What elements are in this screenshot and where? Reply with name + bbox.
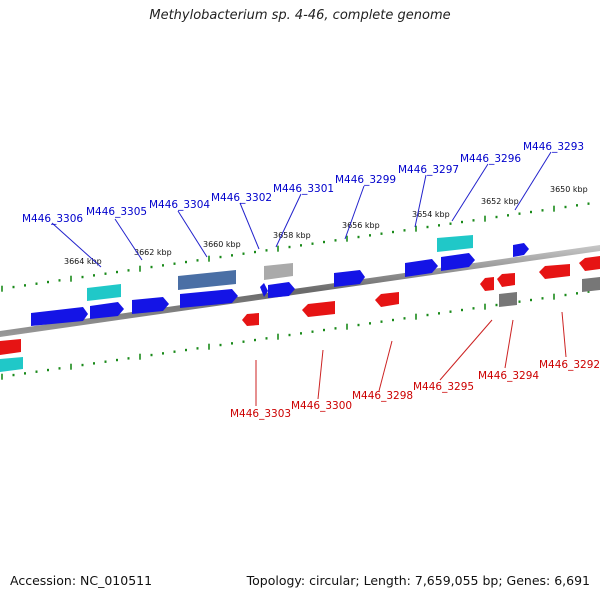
- lower-gene-labels: M446_3303 M446_3300 M446_3298 M446_3295 …: [230, 359, 600, 420]
- gene-arrow[interactable]: [579, 256, 600, 271]
- gene-label[interactable]: M446_3299: [335, 174, 396, 186]
- connector-line: [239, 202, 260, 250]
- gene-arrow[interactable]: [132, 297, 169, 314]
- reverse-strand-features: [0, 256, 600, 372]
- gene-label[interactable]: M446_3295: [413, 381, 474, 393]
- gene-label[interactable]: M446_3301: [273, 183, 334, 195]
- connector-line: [114, 218, 143, 261]
- upper-gene-labels: M446_3306 M446_3305 M446_3304 M446_3302 …: [22, 141, 584, 225]
- accession-text: Accession: NC_010511: [10, 573, 153, 588]
- connector-line: [439, 319, 493, 381]
- rna-feature[interactable]: [437, 235, 473, 252]
- gene-arrow[interactable]: [513, 243, 529, 257]
- gene-arrow[interactable]: [0, 339, 21, 355]
- gene-label[interactable]: M446_3302: [211, 192, 272, 204]
- rna-feature[interactable]: [0, 357, 23, 372]
- other-feature[interactable]: [264, 263, 293, 280]
- other-feature[interactable]: [582, 277, 600, 292]
- pseudo-feature[interactable]: [178, 270, 236, 290]
- connector-line: [51, 222, 102, 268]
- connector-line: [177, 210, 208, 258]
- connector-line: [317, 349, 324, 400]
- scale-ticks-upper: [1, 202, 590, 292]
- gene-label[interactable]: M446_3294: [478, 370, 539, 382]
- other-feature[interactable]: [499, 292, 517, 307]
- scale-ticks-lower: [1, 290, 590, 380]
- connector-line: [451, 163, 489, 222]
- gene-arrow[interactable]: [260, 283, 268, 297]
- lower-label-connectors: [255, 311, 567, 406]
- gene-label[interactable]: M446_3306: [22, 213, 83, 225]
- kbp-label: 3658 kbp: [273, 231, 311, 240]
- gene-arrow[interactable]: [375, 292, 399, 307]
- gene-arrow[interactable]: [405, 259, 438, 277]
- gene-arrow[interactable]: [302, 301, 335, 317]
- gene-arrow[interactable]: [180, 289, 238, 308]
- connector-line: [561, 311, 567, 358]
- gene-arrow[interactable]: [480, 277, 494, 291]
- kbp-label: 3656 kbp: [342, 221, 380, 230]
- gene-arrow[interactable]: [242, 313, 259, 326]
- kbp-labels: 3664 kbp 3662 kbp 3660 kbp 3658 kbp 3656…: [64, 185, 588, 266]
- connector-line: [414, 174, 427, 228]
- upper-label-connectors: [51, 151, 552, 268]
- gene-label[interactable]: M446_3296: [460, 153, 521, 165]
- forward-strand-features: [31, 235, 529, 326]
- kbp-label: 3662 kbp: [134, 248, 172, 257]
- gene-arrow[interactable]: [31, 307, 88, 326]
- gene-label[interactable]: M446_3297: [398, 164, 459, 176]
- connector-line: [378, 340, 393, 392]
- gene-label[interactable]: M446_3304: [149, 199, 210, 211]
- connector-line: [275, 193, 302, 248]
- gene-arrow[interactable]: [441, 253, 475, 271]
- gene-arrow[interactable]: [497, 273, 515, 287]
- gene-label[interactable]: M446_3292: [539, 359, 600, 371]
- kbp-label: 3654 kbp: [412, 210, 450, 219]
- connector-line: [344, 185, 365, 240]
- gene-label[interactable]: M446_3305: [86, 206, 147, 218]
- gene-label[interactable]: M446_3298: [352, 390, 413, 402]
- gene-arrow[interactable]: [268, 282, 295, 298]
- rna-feature[interactable]: [87, 284, 121, 301]
- connector-line: [504, 319, 514, 369]
- gene-arrow[interactable]: [334, 270, 365, 287]
- kbp-label: 3650 kbp: [550, 185, 588, 194]
- gene-label[interactable]: M446_3293: [523, 141, 584, 153]
- gene-label[interactable]: M446_3300: [291, 400, 352, 412]
- gene-arrow[interactable]: [539, 264, 570, 279]
- genome-title: Methylobacterium sp. 4-46, complete geno…: [149, 8, 451, 23]
- kbp-label: 3652 kbp: [481, 197, 519, 206]
- kbp-label: 3664 kbp: [64, 257, 102, 266]
- connector-line: [514, 151, 552, 211]
- gene-label[interactable]: M446_3303: [230, 408, 291, 420]
- kbp-label: 3660 kbp: [203, 240, 241, 249]
- genome-summary-text: Topology: circular; Length: 7,659,055 bp…: [246, 573, 590, 588]
- gene-arrow[interactable]: [90, 302, 124, 319]
